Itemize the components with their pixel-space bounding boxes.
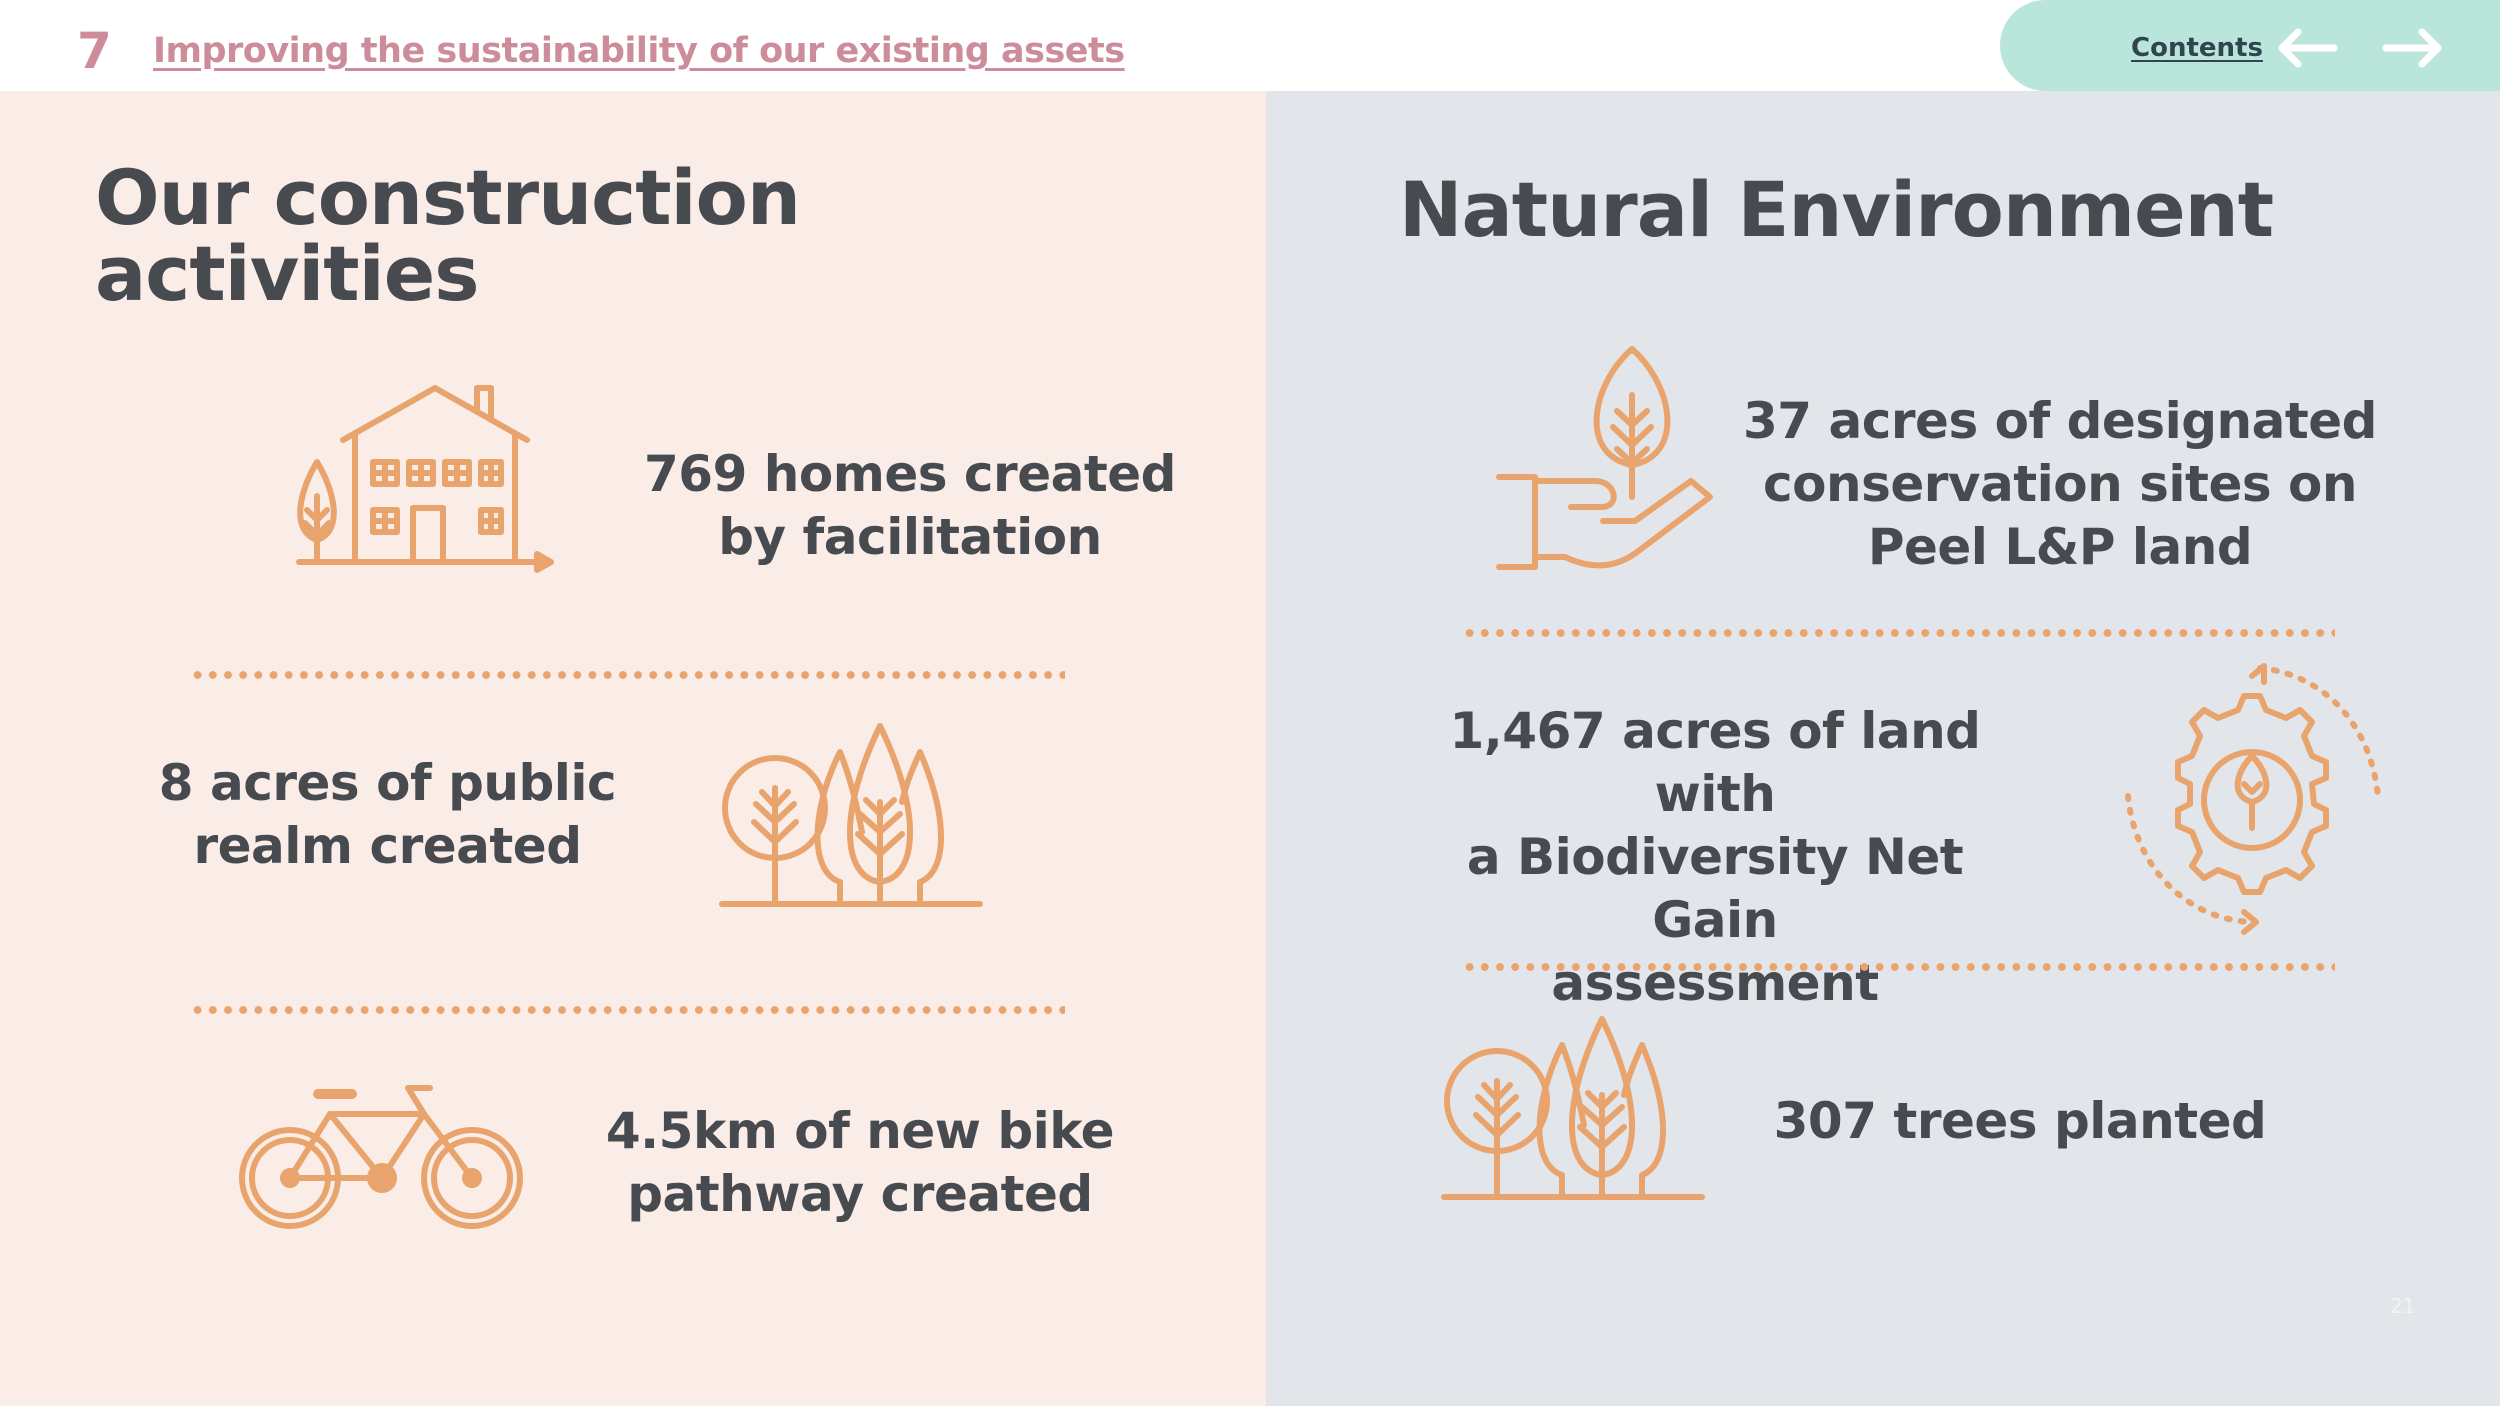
arrow-right-icon[interactable]: [2382, 26, 2442, 70]
page-number: 21: [2390, 1294, 2416, 1318]
stat-public-realm: 8 acres of public realm created: [150, 752, 625, 878]
heading-line: Our construction: [95, 153, 801, 242]
construction-panel: [0, 91, 1266, 1406]
stat-line: 37 acres of designated: [1743, 392, 2377, 450]
stat-trees-planted: 307 trees planted: [1740, 1090, 2300, 1153]
stat-line: 769 homes created: [644, 445, 1176, 503]
house-tree-icon: [295, 380, 555, 580]
dotted-divider: [1462, 628, 2335, 638]
stat-homes: 769 homes created by facilitation: [630, 443, 1190, 569]
natural-environment-heading: Natural Environment: [1398, 165, 2274, 254]
trees-icon: [719, 722, 985, 908]
trees-icon: [1441, 1015, 1707, 1201]
contents-link[interactable]: Contents: [2131, 33, 2263, 63]
stat-line: a Biodiversity Net Gain: [1466, 828, 1964, 949]
natural-environment-panel: [1266, 91, 2500, 1406]
construction-heading: Our construction activities: [95, 160, 995, 312]
bicycle-icon: [239, 1084, 525, 1230]
section-number: 7: [77, 22, 112, 80]
stat-bike-pathway: 4.5km of new bike pathway created: [590, 1100, 1130, 1226]
heading-line: activities: [95, 229, 479, 318]
dotted-divider: [190, 1005, 1065, 1015]
stat-conservation-sites: 37 acres of designated conservation site…: [1740, 390, 2380, 579]
stat-line: 8 acres of public: [158, 754, 617, 812]
stat-line: Peel L&P land: [1867, 518, 2253, 576]
gear-cycle-icon: [2120, 660, 2385, 940]
stat-line: conservation sites on: [1763, 455, 2357, 513]
stat-line: 307 trees planted: [1773, 1092, 2267, 1150]
hand-plant-icon: [1495, 345, 1715, 580]
arrow-left-icon[interactable]: [2278, 26, 2338, 70]
stat-line: 4.5km of new bike: [605, 1102, 1115, 1160]
dotted-divider: [190, 670, 1065, 680]
stat-line: pathway created: [627, 1165, 1093, 1223]
stat-line: 1,467 acres of land with: [1449, 702, 1981, 823]
section-title-link[interactable]: Improving the sustainability of our exis…: [153, 31, 1125, 71]
dotted-divider: [1462, 962, 2335, 972]
stat-line: realm created: [193, 817, 582, 875]
stat-line: by facilitation: [718, 508, 1102, 566]
